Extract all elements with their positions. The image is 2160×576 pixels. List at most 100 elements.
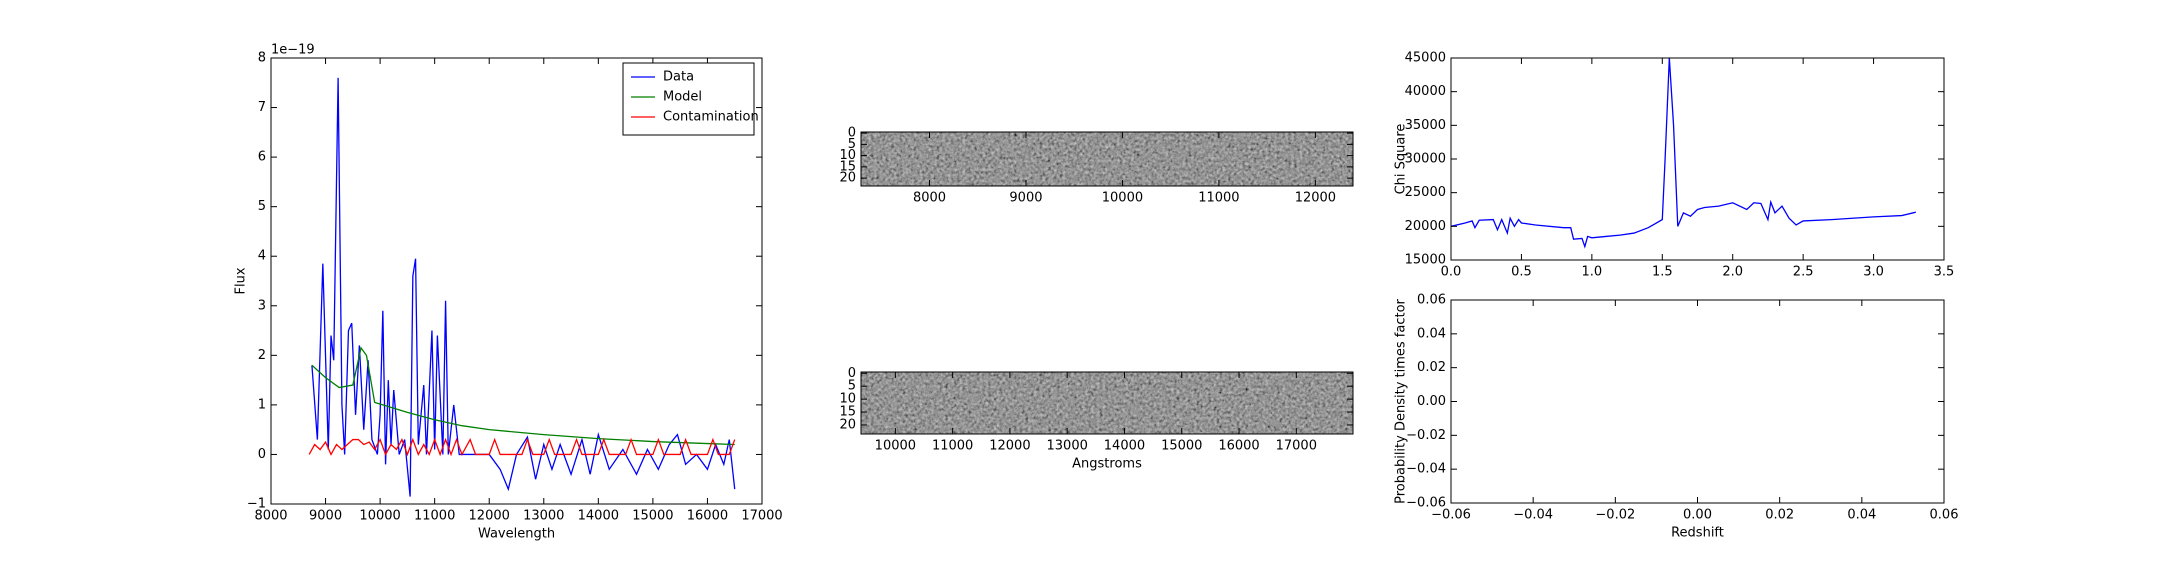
y-tick-label: 40000 [1405, 84, 1446, 99]
x-tick-label: 12000 [1295, 191, 1336, 206]
x-tick-label: 10000 [875, 439, 916, 454]
x-tick-label: 2.0 [1722, 265, 1743, 280]
y-axis-label: Chi Square [1394, 124, 1409, 195]
x-tick-label: 13000 [523, 509, 564, 524]
axes-frame [860, 371, 1354, 435]
y-tick-label: −0.06 [1406, 496, 1446, 511]
x-tick-label: 2.5 [1793, 265, 1814, 280]
subplot: 10000 11000 12000 13000 14000 15000 16000 17000… [839, 366, 1354, 472]
x-tick-label: 0.00 [1683, 508, 1712, 523]
y-tick-label: 0.04 [1417, 326, 1446, 341]
y-tick-label: 0 [848, 366, 856, 381]
axes-frame [860, 131, 1354, 187]
y-tick-label: 0 [848, 126, 856, 141]
y-tick-label: 5 [848, 379, 856, 394]
x-tick-label: 1.0 [1582, 265, 1603, 280]
x-tick-label: 3.5 [1934, 265, 1955, 280]
series-line [311, 77, 736, 497]
x-tick-label: 10000 [1102, 191, 1143, 206]
x-tick-label: 15000 [1161, 439, 1202, 454]
legend-frame [622, 62, 755, 136]
x-tick-label: 11000 [414, 509, 455, 524]
series-line [1451, 58, 1916, 249]
x-tick-label: 11000 [932, 439, 973, 454]
y-tick-label: 35000 [1405, 118, 1446, 133]
x-tick-label: 12000 [469, 509, 510, 524]
y-tick-label: 0.06 [1417, 293, 1446, 308]
x-tick-label: 16000 [1218, 439, 1259, 454]
legend: Data Model Contamination [622, 62, 759, 136]
x-tick-label: 1.5 [1652, 265, 1673, 280]
offset-text: 1e−19 [271, 43, 315, 58]
axes-frame [1450, 57, 1945, 261]
subplot: −0.06 −0.04 −0.02 0.00 0.02 0.04 0.06 −0.06 −0.0… [1394, 293, 1959, 541]
y-tick-label: 20 [839, 171, 856, 186]
x-tick-label: 13000 [1047, 439, 1088, 454]
y-tick-label: 15 [839, 405, 856, 420]
y-tick-label: 30000 [1405, 152, 1446, 167]
legend-label: Model [663, 90, 702, 105]
y-tick-label: 20000 [1405, 219, 1446, 234]
series-line [308, 437, 736, 457]
y-tick-label: 8 [258, 51, 266, 66]
x-tick-label: 17000 [741, 509, 782, 524]
y-tick-label: 20 [839, 417, 856, 432]
x-tick-label: 15000 [632, 509, 673, 524]
legend-label: Data [663, 70, 694, 85]
spectrum-image [861, 372, 1353, 434]
series-line [311, 346, 735, 446]
x-tick-label: 12000 [989, 439, 1030, 454]
y-tick-label: 5 [848, 137, 856, 152]
x-tick-label: 11000 [1198, 191, 1239, 206]
y-tick-label: −0.02 [1406, 428, 1446, 443]
x-tick-label: −0.02 [1595, 508, 1635, 523]
legend-label: Contamination [663, 110, 759, 125]
y-tick-label: 0.00 [1417, 394, 1446, 409]
y-tick-label: 15000 [1405, 253, 1446, 268]
x-axis-label: Angstroms [1072, 457, 1142, 472]
axes-frame [1450, 299, 1945, 504]
y-tick-label: 25000 [1405, 185, 1446, 200]
x-tick-label: 8000 [913, 191, 946, 206]
x-tick-label: 0.04 [1847, 508, 1876, 523]
y-tick-label: −1 [247, 497, 266, 512]
y-tick-label: 45000 [1405, 51, 1446, 66]
x-tick-label: 0.06 [1930, 508, 1959, 523]
subplot: 0.0 0.5 1.0 1.5 2.0 2.5 3.0 3.5 15000 20000 25000 3… [1394, 51, 1955, 280]
x-tick-label: 9000 [1009, 191, 1042, 206]
y-tick-label: 7 [258, 100, 266, 115]
x-tick-label: 0.0 [1441, 265, 1462, 280]
spectrum-image [861, 132, 1353, 186]
y-tick-label: −0.04 [1406, 462, 1446, 477]
x-tick-label: 17000 [1276, 439, 1317, 454]
y-tick-label: 1 [258, 397, 266, 412]
y-tick-label: 5 [258, 199, 266, 214]
x-tick-label: 3.0 [1863, 265, 1884, 280]
x-tick-label: 8000 [254, 509, 287, 524]
x-tick-label: 16000 [687, 509, 728, 524]
y-tick-label: 0.02 [1417, 360, 1446, 375]
x-tick-label: 0.02 [1765, 508, 1794, 523]
x-tick-label: −0.06 [1431, 508, 1471, 523]
x-axis-label: Wavelength [478, 527, 555, 542]
x-tick-label: 9000 [309, 509, 342, 524]
y-tick-label: 4 [258, 249, 266, 264]
x-tick-label: 14000 [1104, 439, 1145, 454]
y-tick-label: 10 [839, 392, 856, 407]
x-tick-label: 10000 [359, 509, 400, 524]
x-axis-label: Redshift [1671, 526, 1724, 541]
x-tick-label: 14000 [578, 509, 619, 524]
axes-frame [270, 57, 763, 505]
y-tick-label: 3 [258, 298, 266, 313]
x-tick-label: 0.5 [1511, 265, 1532, 280]
y-tick-label: 2 [258, 348, 266, 363]
y-axis-label: Flux [234, 267, 249, 294]
x-tick-label: −0.04 [1513, 508, 1553, 523]
y-tick-label: 15 [839, 159, 856, 174]
subplot: 8000 9000 10000 11000 12000 13000 14000 15000 16… [234, 43, 783, 542]
y-tick-label: 0 [258, 447, 266, 462]
y-tick-label: 6 [258, 150, 266, 165]
y-tick-label: 10 [839, 148, 856, 163]
